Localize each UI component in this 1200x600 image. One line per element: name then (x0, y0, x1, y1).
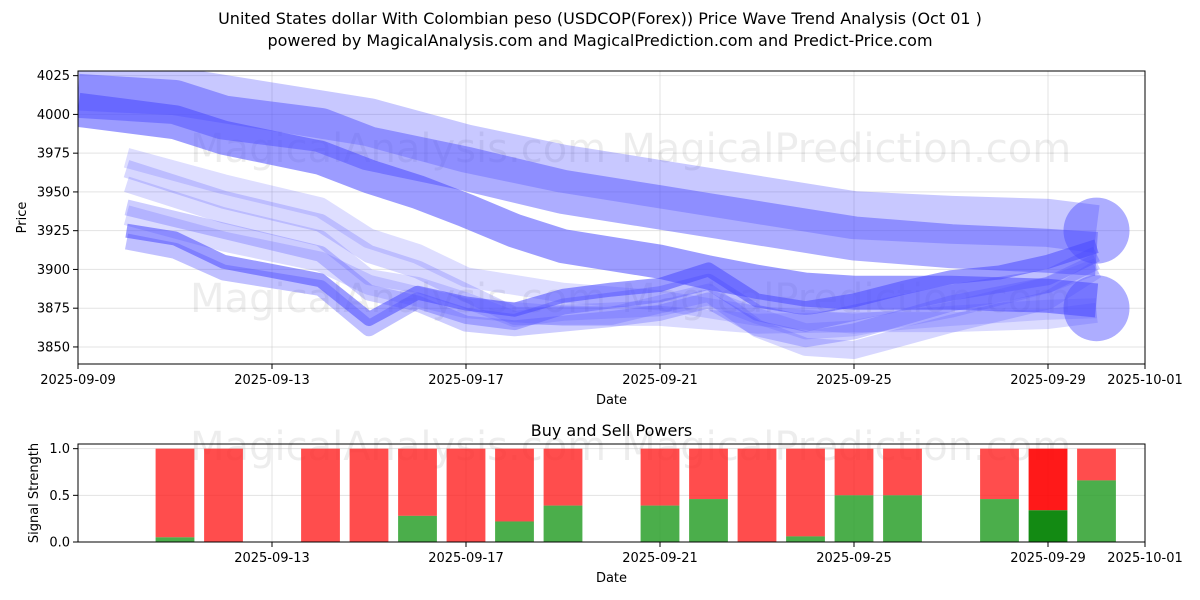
sell-bar (349, 448, 389, 542)
plot-frame (77, 70, 1146, 365)
buy-bar (1028, 510, 1068, 542)
x-tick-label: 2025-09-29 (1010, 373, 1086, 388)
sell-bar (834, 448, 874, 496)
x-tick-label: 2025-09-17 (428, 373, 504, 388)
buy-bar (689, 499, 728, 542)
sell-bar (786, 448, 825, 537)
x-axis-label-lower: Date (596, 571, 627, 586)
wave-series-8 (124, 176, 1100, 340)
x-tick-label: 2025-09-21 (622, 373, 698, 388)
buy-bar (834, 495, 874, 542)
y-axis-label: Price (15, 202, 30, 234)
sell-bar (737, 448, 777, 542)
wave-series-3 (78, 71, 1100, 253)
end-marker (1063, 275, 1130, 342)
wave-series-4 (125, 223, 1099, 326)
y-tick-label: 0.5 (49, 489, 70, 504)
wave-series-2 (78, 73, 1098, 276)
sell-bar (689, 448, 728, 500)
buy-bar (640, 505, 680, 542)
lower-chart-title: Buy and Sell Powers (531, 421, 693, 440)
x-tick-label: 2025-09-13 (234, 551, 310, 566)
y-tick-label: 3850 (37, 340, 70, 355)
x-tick-label: 2025-09-25 (816, 551, 892, 566)
buy-bar (786, 536, 825, 542)
sell-bar (155, 448, 195, 538)
chart-title-block: United States dollar With Colombian peso… (0, 8, 1200, 52)
wave-series-5 (124, 233, 1100, 337)
plot-area-lower (78, 444, 1145, 542)
chart-subtitle: powered by MagicalAnalysis.com and Magic… (267, 31, 933, 50)
y-tick-label: 3875 (37, 302, 70, 317)
x-tick-label: 2025-10-01 (1107, 551, 1183, 566)
wave-series-10 (123, 205, 1098, 334)
buy-bar (980, 499, 1019, 542)
y-tick-label: 3950 (37, 185, 70, 200)
x-tick-label: 2025-09-21 (622, 551, 698, 566)
sell-bar (495, 448, 534, 522)
sell-bar (1077, 448, 1116, 481)
sell-bar (543, 448, 583, 506)
buy-bar (543, 505, 583, 542)
y-tick-label: 1.0 (49, 442, 70, 457)
sell-bar (446, 448, 486, 542)
sell-bar (980, 448, 1019, 500)
wave-series-6 (124, 199, 1100, 348)
x-tick-label: 2025-09-13 (234, 373, 310, 388)
y-tick-label: 4025 (37, 69, 70, 84)
buy-bar (495, 521, 534, 542)
x-tick-label: 2025-09-17 (428, 551, 504, 566)
x-tick-label: 2025-09-25 (816, 373, 892, 388)
buy-bar (1077, 480, 1116, 542)
buy-bar (883, 495, 922, 542)
wave-series-9 (123, 148, 1097, 334)
end-marker (1063, 197, 1130, 264)
y-tick-label: 3900 (37, 263, 70, 278)
y-tick-label: 4000 (37, 108, 70, 123)
watermark: MagicalPrediction.com (621, 126, 1071, 172)
y-axis-label-lower: Signal Strength (27, 443, 42, 543)
wave-series-7 (123, 160, 1102, 359)
sell-bar (883, 448, 922, 496)
x-tick-label: 2025-10-01 (1107, 373, 1183, 388)
chart-title: United States dollar With Colombian peso… (218, 9, 982, 28)
x-tick-label: 2025-09-29 (1010, 551, 1086, 566)
sell-bar (640, 448, 680, 506)
y-tick-label: 0.0 (49, 536, 70, 551)
y-tick-label: 3925 (37, 224, 70, 239)
y-tick-label: 3975 (37, 147, 70, 162)
sell-bar (301, 448, 340, 542)
buy-bar (398, 515, 437, 542)
plot-area (78, 71, 1145, 364)
sell-bar (398, 448, 437, 516)
sell-bar (204, 448, 243, 542)
sell-bar (1028, 448, 1068, 511)
x-tick-label: 2025-09-09 (40, 373, 116, 388)
buy-bar (155, 537, 195, 542)
plot-frame-lower (77, 443, 1146, 543)
x-axis-label: Date (596, 393, 627, 408)
